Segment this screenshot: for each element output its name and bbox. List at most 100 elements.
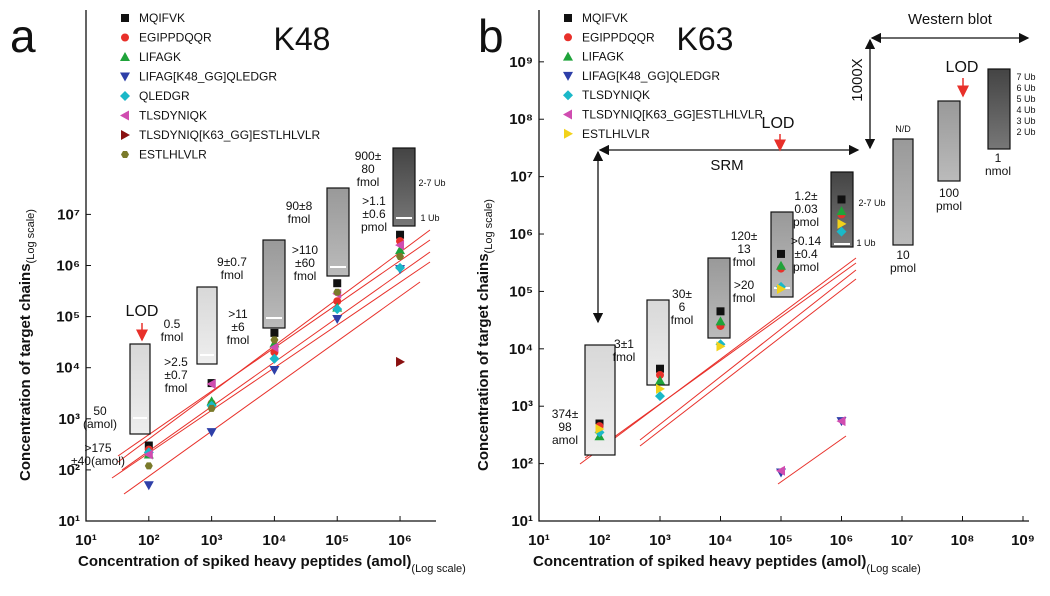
annotation: fmol xyxy=(165,381,188,395)
panel-title: K48 xyxy=(274,21,331,57)
annotation: ±0.7 xyxy=(164,368,188,382)
legend-label: MQIFVK xyxy=(582,11,628,25)
legend-marker xyxy=(120,52,130,61)
annotation: >110 xyxy=(292,243,318,257)
data-point xyxy=(836,226,847,237)
x-axis-title-note: (Log scale) xyxy=(866,563,920,575)
annotation: (amol) xyxy=(83,417,117,431)
annotation: 80 xyxy=(361,162,375,176)
y-tick-label: 10² xyxy=(511,456,533,473)
legend-marker xyxy=(120,91,130,101)
panel-label: b xyxy=(478,10,504,62)
data-point xyxy=(333,279,342,288)
y-tick-label: 10⁹ xyxy=(509,54,533,71)
annotation: 6 xyxy=(679,300,686,314)
panel-title: K63 xyxy=(677,21,734,57)
gel-insets xyxy=(129,68,1011,456)
data-point xyxy=(395,240,405,251)
annotation: fmol xyxy=(357,175,380,189)
data-point xyxy=(655,375,665,385)
y-axis-title-note: (Log scale) xyxy=(483,199,495,253)
legend-label: ESTLHLVLR xyxy=(139,148,207,162)
annotation: 3±1 xyxy=(614,337,634,351)
data-point xyxy=(396,230,405,239)
annotation: 30± xyxy=(672,287,692,301)
data-point xyxy=(837,195,846,204)
annotation: >0.14 xyxy=(791,234,822,248)
annotation: Western blot xyxy=(908,11,993,28)
annotation: N/D xyxy=(895,124,911,134)
data-point xyxy=(776,465,785,476)
y-tick-label: 10² xyxy=(58,462,80,479)
annotation: >20 xyxy=(734,278,755,292)
legend-label: QLEDGR xyxy=(139,89,190,103)
data-point xyxy=(269,366,280,376)
data-point xyxy=(836,416,846,427)
annotation: ±0.6 xyxy=(362,207,386,221)
legend-label: LIFAG[K48_GG]QLEDGR xyxy=(139,70,277,84)
panel: a K48 10¹ 10² 10³ 10⁴ 10⁵ 10⁶ 10¹ 10² 10³ 10⁴ 10⁵ 10⁶… xyxy=(10,10,466,575)
legend-label: EGIPPDQQR xyxy=(582,30,655,44)
data-point xyxy=(206,428,217,438)
data-point xyxy=(777,249,785,258)
x-tick-label: 10⁴ xyxy=(708,532,732,549)
legend-marker xyxy=(563,51,573,61)
legend-label: TLSDYNIQ[K63_GG]ESTLHLVLR xyxy=(582,108,764,122)
annotation: 0.5 xyxy=(164,317,181,331)
annotation: LOD xyxy=(762,115,795,132)
annotation: 1 xyxy=(995,151,1002,165)
data-point xyxy=(716,307,725,316)
x-tick-label: 10⁶ xyxy=(388,532,412,549)
x-tick-label: 10⁵ xyxy=(325,532,349,549)
annotation: fmol xyxy=(613,350,636,364)
y-tick-label: 10⁶ xyxy=(56,258,80,275)
legend-marker xyxy=(120,110,129,121)
annotation: 90±8 xyxy=(286,199,313,213)
annotation: 2-7 Ub xyxy=(418,178,445,188)
data-point xyxy=(837,218,847,229)
annotation: ±6 xyxy=(231,320,245,334)
annotation: 2 Ub xyxy=(1016,127,1035,137)
data-point xyxy=(269,342,279,353)
y-axis-title-main: Concentration of target chains xyxy=(475,253,492,471)
legend-label: LIFAGK xyxy=(582,50,624,64)
annotation: 4 Ub xyxy=(1016,105,1035,115)
axes xyxy=(85,10,436,522)
annotation: pmol xyxy=(890,261,916,275)
x-tick-label: 10⁸ xyxy=(951,532,975,549)
x-tick-label: 10¹ xyxy=(528,532,550,549)
data-point xyxy=(333,288,342,296)
legend-label: LIFAGK xyxy=(139,50,181,64)
annotation: pmol xyxy=(361,220,387,234)
annotation: 6 Ub xyxy=(1016,83,1035,93)
data-point xyxy=(836,206,847,216)
data-point xyxy=(270,336,279,344)
annotation: pmol xyxy=(936,199,962,213)
panel: b K63 10¹ 10² 10³ 10⁴ 10⁵ 10⁶ 10⁷ 10⁸ 10⁹ 10¹ 10² 10³… xyxy=(475,10,1036,575)
y-tick-label: 10¹ xyxy=(58,513,80,530)
annotation: 98 xyxy=(558,420,572,434)
data-point xyxy=(656,383,665,394)
legend-label: TLSDYNIQK xyxy=(582,88,650,102)
y-tick-label: 10⁷ xyxy=(57,206,80,223)
data-point xyxy=(395,245,406,255)
annotation: >1.1 xyxy=(362,194,386,208)
annotation: ±40(amol) xyxy=(71,454,125,468)
annotation: fmol xyxy=(288,212,311,226)
annotation: LOD xyxy=(946,59,979,76)
legend-marker xyxy=(563,90,573,101)
y-tick-label: 10⁵ xyxy=(509,283,533,300)
legend-marker xyxy=(563,109,572,120)
y-tick-label: 10⁵ xyxy=(56,309,80,326)
data-point xyxy=(776,260,786,270)
annotation: 900± xyxy=(355,149,382,163)
y-axis-title-main: Concentration of target chains xyxy=(17,263,34,481)
data-point xyxy=(144,462,153,470)
legend-label: ESTLHLVLR xyxy=(582,127,650,141)
annotation: ±60 xyxy=(295,256,315,270)
y-axis-title: Concentration of target chains(Log scale… xyxy=(17,209,37,481)
annotation: 120± xyxy=(731,229,758,243)
data-point xyxy=(715,316,726,326)
annotation: amol xyxy=(552,433,578,447)
